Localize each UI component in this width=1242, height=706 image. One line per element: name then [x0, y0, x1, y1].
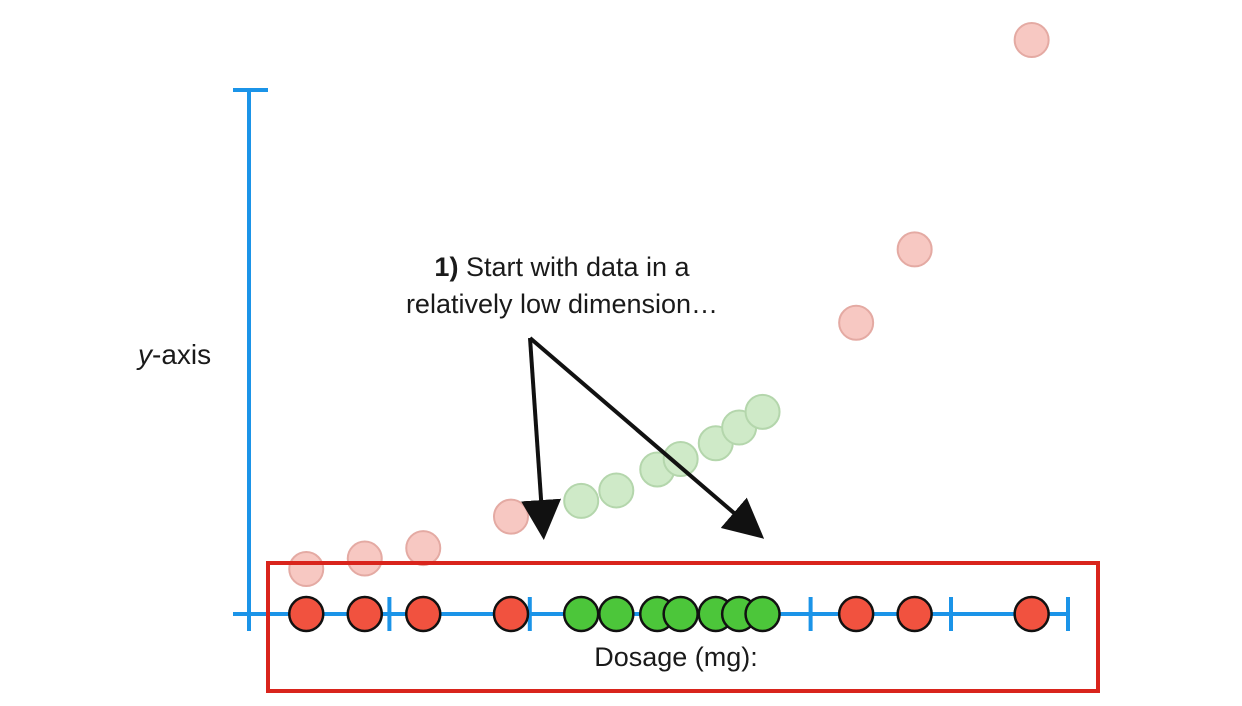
- annotation-arrow-right: [528, 336, 765, 539]
- point-red-2: [405, 595, 442, 633]
- annotation-arrow-left: [521, 337, 562, 540]
- one-d-points: [288, 595, 1050, 633]
- faded-point-red-0: [288, 551, 325, 588]
- x-axis-label: Dosage (mg):: [594, 642, 758, 672]
- faded-point-green-4: [563, 482, 600, 519]
- faded-point-red-2: [405, 530, 442, 567]
- y-axis-label-rest: -axis: [152, 339, 211, 370]
- y-axis-label-italic: y: [136, 339, 154, 370]
- faded-point-red-1: [346, 540, 383, 577]
- annotation-line2: relatively low dimension…: [406, 289, 718, 319]
- point-green-5: [598, 595, 635, 633]
- faded-point-red-12: [896, 231, 933, 268]
- point-green-7: [662, 595, 699, 633]
- y-axis-label: y-axis: [136, 339, 211, 370]
- point-red-13: [1013, 595, 1050, 633]
- faded-point-green-10: [744, 393, 781, 430]
- faded-point-green-5: [598, 472, 635, 509]
- faded-2d-points: [288, 22, 1050, 588]
- point-red-11: [837, 595, 875, 633]
- x-axis-ticks: [247, 597, 1070, 631]
- highlight-box: [266, 561, 1100, 693]
- point-green-4: [562, 595, 600, 633]
- faded-point-red-3: [493, 498, 529, 535]
- faded-point-green-7: [662, 441, 699, 477]
- point-red-0: [288, 595, 325, 633]
- annotation-line1-text: Start with data in a: [466, 252, 691, 282]
- point-green-10: [744, 595, 781, 633]
- faded-point-red-13: [1013, 22, 1050, 58]
- point-red-1: [346, 595, 383, 633]
- faded-point-red-11: [838, 304, 875, 341]
- annotation-bold: 1): [434, 252, 458, 282]
- annotation-line1: 1) Start with data in a: [434, 252, 690, 282]
- point-red-3: [492, 595, 530, 633]
- point-red-12: [896, 595, 933, 633]
